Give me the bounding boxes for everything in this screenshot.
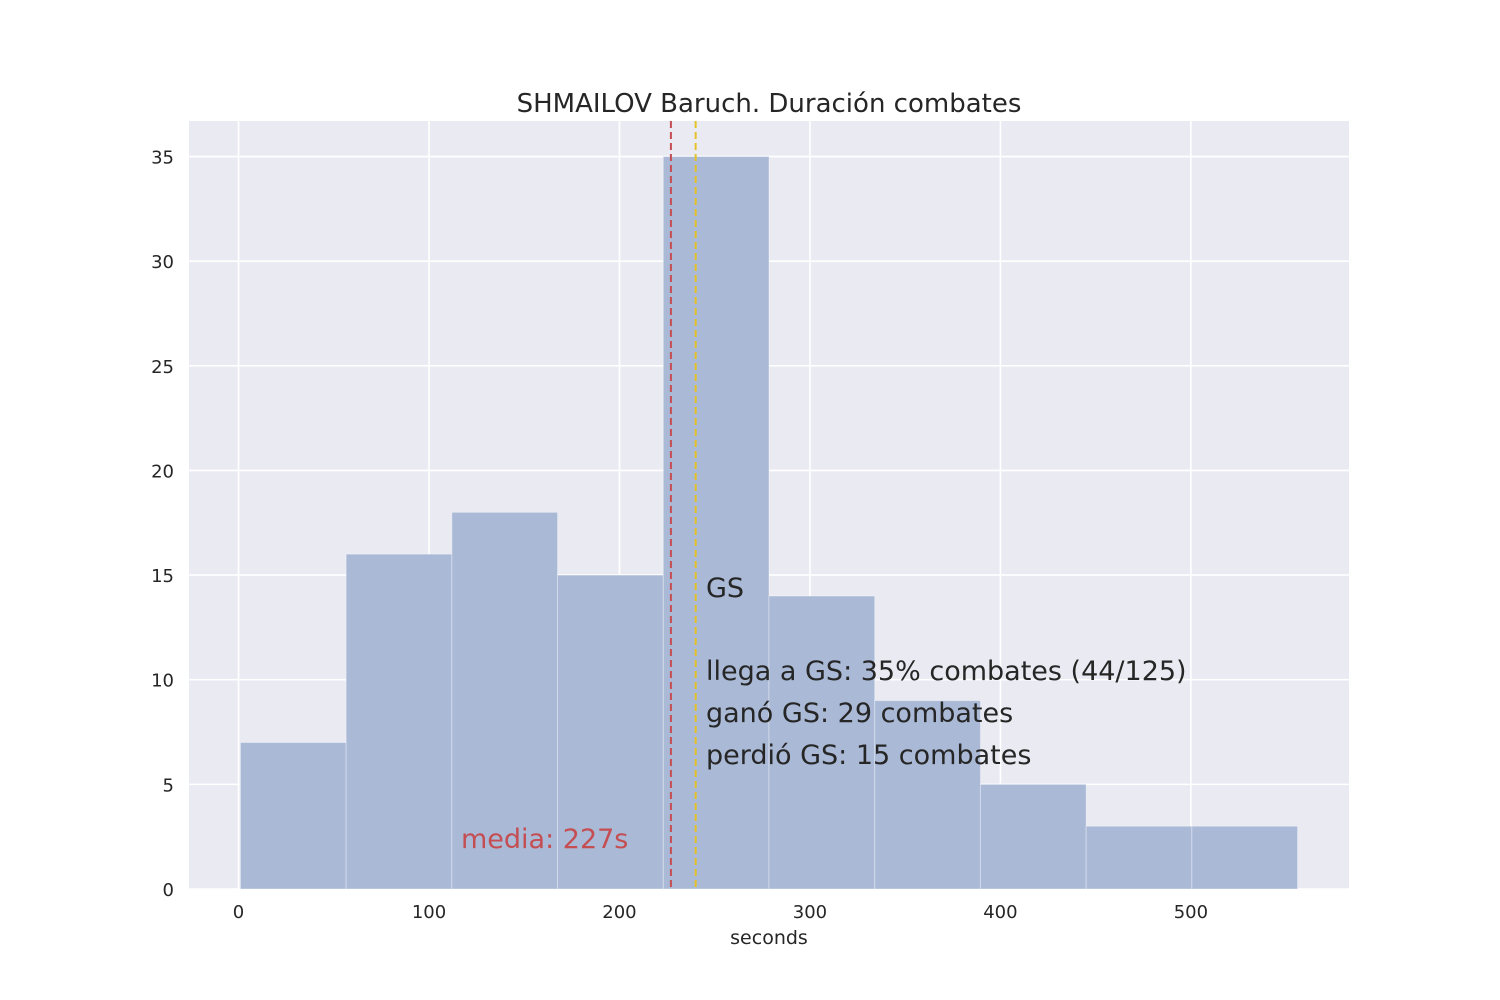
x-tick-label: 500	[1174, 902, 1208, 923]
reference-lines	[669, 121, 697, 889]
histogram-bar	[874, 700, 981, 890]
y-tick-label: 20	[151, 461, 174, 482]
histogram-bar	[345, 553, 453, 890]
y-tick-label: 30	[151, 252, 174, 273]
x-tick-label: 0	[233, 902, 244, 923]
histogram-bar	[1085, 825, 1193, 890]
histogram-bar	[557, 574, 664, 890]
x-tick-label: 100	[412, 902, 446, 923]
y-tick-label: 10	[151, 671, 174, 692]
gs-annotation-lost: perdió GS: 15 combates	[706, 740, 1031, 771]
y-tick-label: 35	[151, 148, 174, 169]
x-axis-label: seconds	[730, 927, 808, 949]
y-tick-label: 15	[151, 566, 174, 587]
x-tick-label: 300	[793, 902, 827, 923]
gs-annotation-reached: llega a GS: 35% combates (44/125)	[706, 656, 1187, 687]
histogram-bar	[662, 156, 770, 890]
y-tick-labels: 0 5 10 15 20 25 30 35	[151, 148, 174, 901]
histogram-bar	[451, 511, 559, 890]
x-tick-label: 400	[983, 902, 1017, 923]
histogram-bar	[1191, 825, 1299, 890]
chart-title: SHMAILOV Baruch. Duración combates	[517, 89, 1022, 119]
y-tick-label: 5	[163, 775, 174, 796]
x-tick-labels: 0 100 200 300 400 500	[233, 902, 1208, 923]
histogram-bar	[239, 742, 347, 890]
histogram-bar	[768, 595, 876, 890]
histogram-bar	[979, 783, 1087, 890]
gs-annotation-won: ganó GS: 29 combates	[706, 698, 1013, 729]
y-tick-label: 0	[163, 880, 174, 901]
gs-annotation-title: GS	[706, 573, 744, 604]
histogram-bars	[239, 156, 1299, 890]
x-tick-label: 200	[602, 902, 636, 923]
y-tick-label: 25	[151, 357, 174, 378]
mean-annotation: media: 227s	[461, 824, 628, 855]
